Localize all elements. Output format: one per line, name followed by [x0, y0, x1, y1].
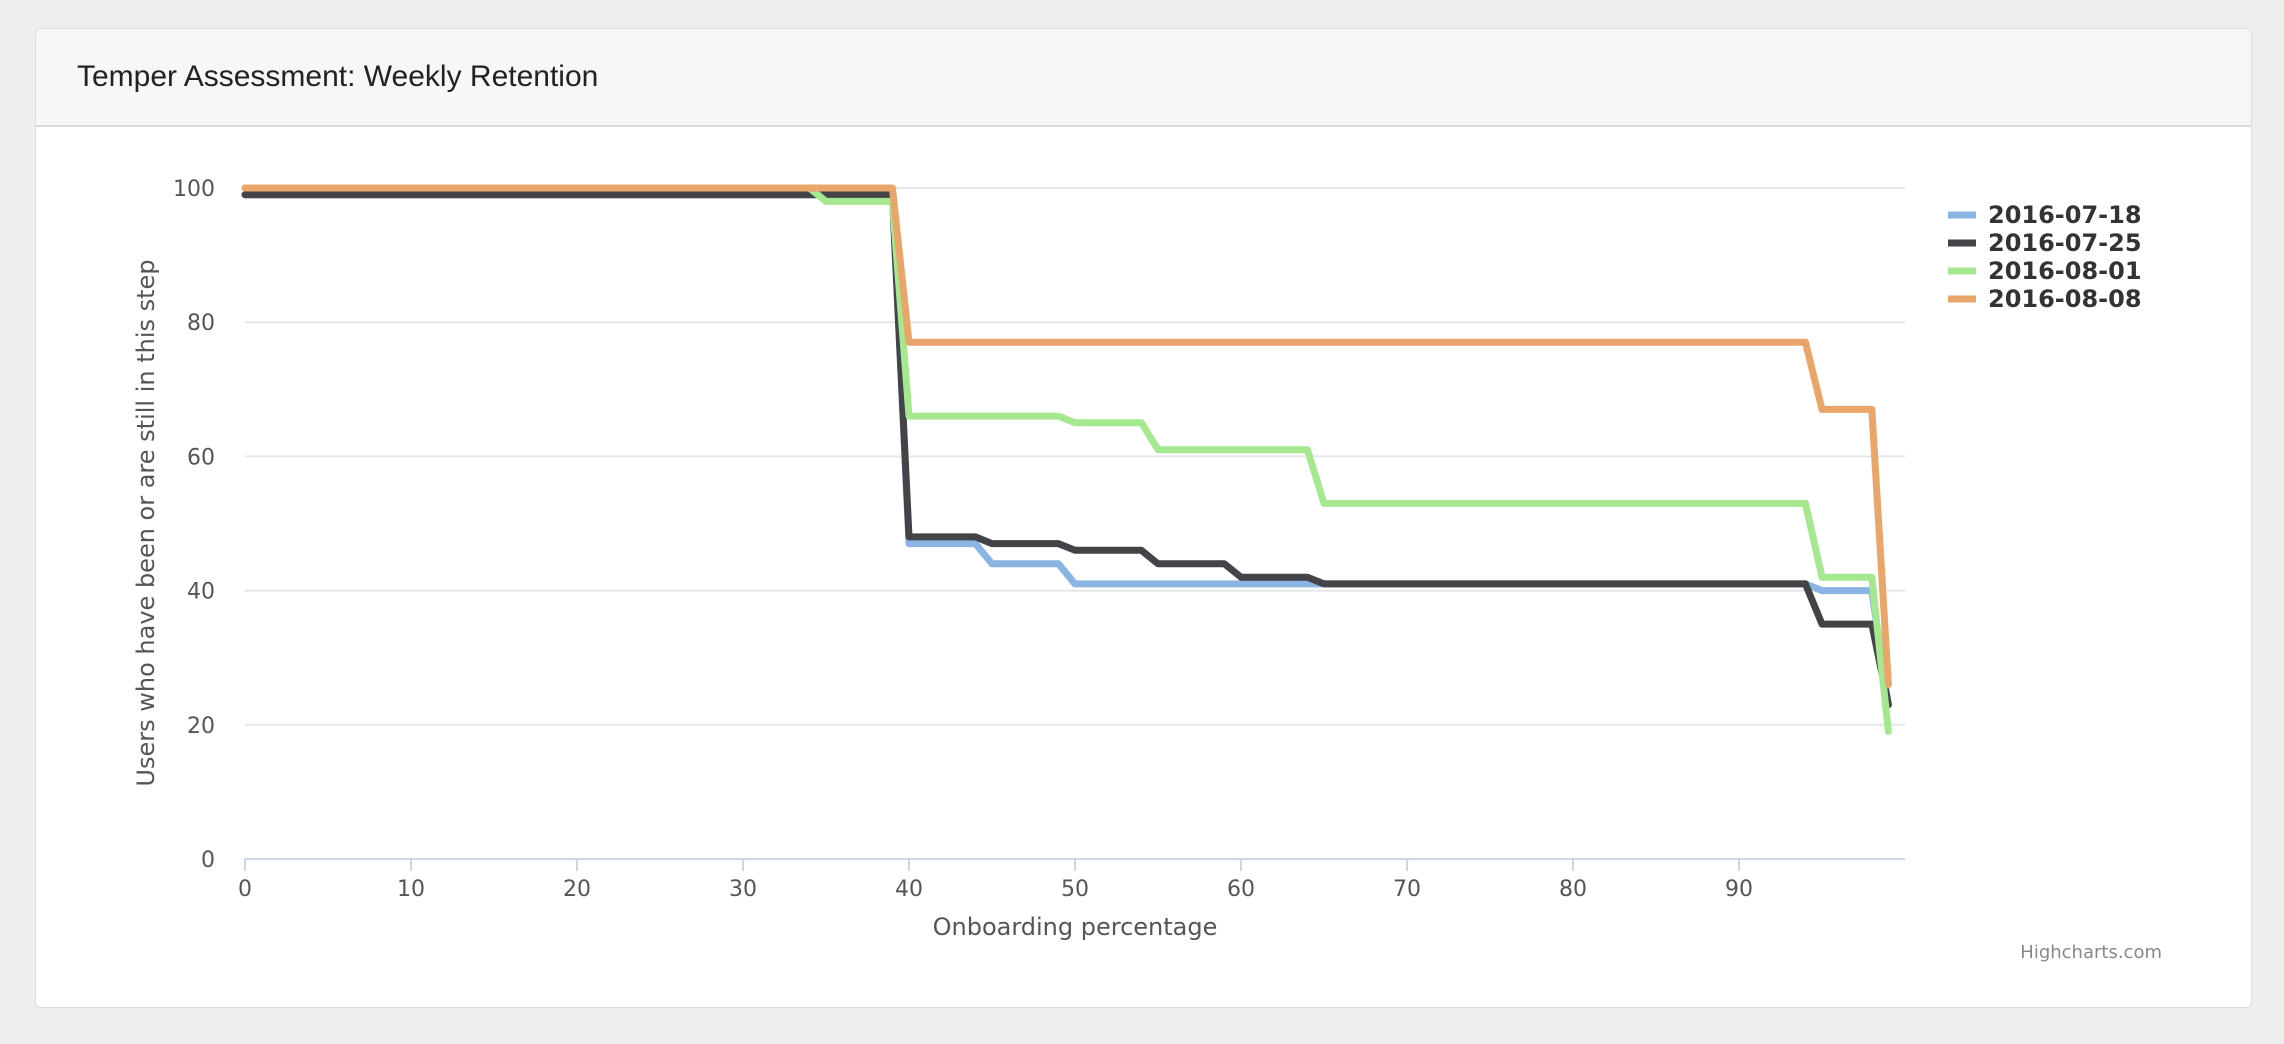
panel-header: Temper Assessment: Weekly Retention	[36, 29, 2251, 127]
x-axis: 0 10 20 30 40 50 60 70 80 90	[238, 858, 1905, 902]
legend-label: 2016-07-25	[1988, 229, 2142, 257]
x-tick-label: 40	[895, 877, 923, 902]
grid-lines	[245, 187, 1905, 726]
x-tick-label: 50	[1061, 877, 1089, 902]
series-lines	[241, 184, 1892, 735]
x-tick-label: 90	[1725, 877, 1753, 902]
series-line-2016-08-01[interactable]	[241, 184, 1892, 735]
y-tick-label: 60	[187, 445, 215, 470]
legend-label: 2016-07-18	[1988, 201, 2142, 229]
x-tick-label: 80	[1559, 877, 1587, 902]
y-tick-label: 80	[187, 311, 215, 336]
series-line-2016-08-08[interactable]	[241, 184, 1892, 688]
legend-label: 2016-08-01	[1988, 257, 2142, 285]
legend-label: 2016-08-08	[1988, 285, 2142, 313]
x-tick-label: 30	[729, 877, 757, 902]
x-tick-label: 10	[397, 877, 425, 902]
credits-link[interactable]: Highcharts.com	[2020, 942, 2162, 963]
x-tick-label: 20	[563, 877, 591, 902]
series-line-2016-07-18[interactable]	[241, 191, 1892, 709]
y-tick-label: 20	[187, 714, 215, 739]
legend-item[interactable]: 2016-07-18	[1948, 201, 2142, 229]
y-axis-title: Users who have been or are still in this…	[132, 259, 160, 786]
x-tick-label: 70	[1393, 877, 1421, 902]
legend-item[interactable]: 2016-08-01	[1948, 257, 2142, 285]
y-tick-label: 100	[173, 177, 215, 202]
legend-item[interactable]: 2016-07-25	[1948, 229, 2142, 257]
x-axis-title: Onboarding percentage	[933, 913, 1218, 941]
y-tick-label: 40	[187, 580, 215, 605]
series-line-2016-07-25[interactable]	[241, 191, 1892, 709]
y-tick-label: 0	[201, 848, 215, 873]
x-tick-label: 0	[238, 877, 252, 902]
legend-item[interactable]: 2016-08-08	[1948, 285, 2142, 313]
x-tick-label: 60	[1227, 877, 1255, 902]
page-title: Temper Assessment: Weekly Retention	[77, 60, 599, 93]
y-axis: 0 20 40 60 80 100	[173, 177, 215, 873]
